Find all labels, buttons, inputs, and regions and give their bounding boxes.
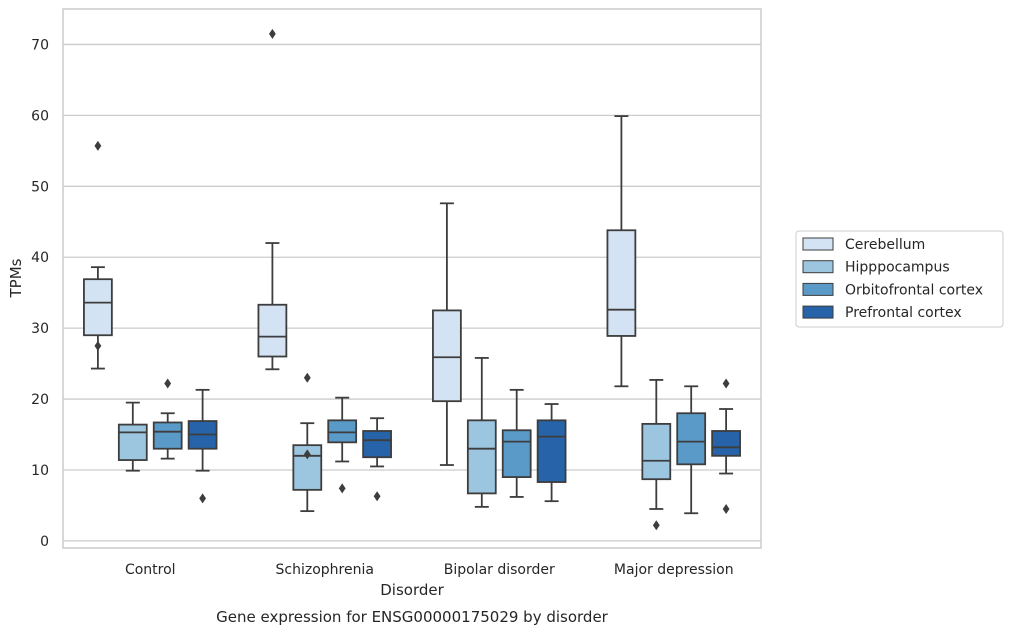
box-iqr — [257, 303, 288, 358]
box — [676, 385, 707, 515]
outlier-point — [652, 520, 660, 531]
box-iqr — [501, 429, 532, 478]
box — [327, 396, 358, 494]
y-tick-label: 30 — [31, 321, 49, 337]
outlier-point — [94, 340, 102, 351]
y-tick-labels: 0 10 20 30 40 50 60 70 — [31, 37, 49, 549]
x-tick-label: Major depression — [614, 562, 734, 578]
x-axis-label: Disorder — [380, 581, 444, 599]
box — [536, 403, 567, 503]
y-tick-label: 10 — [31, 463, 49, 479]
box-iqr — [83, 278, 113, 337]
legend-swatch — [802, 260, 834, 274]
outlier-point — [303, 372, 311, 383]
outlier-point — [199, 493, 206, 504]
outlier-point — [303, 449, 311, 460]
box — [152, 378, 183, 460]
box-iqr — [676, 412, 707, 466]
box — [83, 140, 113, 370]
box-series — [83, 28, 741, 531]
y-gridlines — [63, 43, 761, 542]
box — [641, 379, 672, 531]
box-iqr — [117, 423, 148, 461]
box — [432, 202, 462, 466]
box — [501, 388, 532, 498]
legend-label: Prefrontal cortex — [845, 305, 962, 321]
legend: Cerebellum Hipppocampus Orbitofrontal cort… — [795, 230, 1004, 328]
outlier-point — [164, 378, 172, 389]
outlier-point — [722, 378, 730, 389]
box-iqr — [362, 430, 392, 459]
outlier-point — [269, 28, 276, 39]
box-iqr — [327, 419, 358, 444]
box-iqr — [641, 422, 672, 481]
y-tick-label: 70 — [31, 37, 49, 53]
box-iqr — [711, 430, 741, 457]
legend-swatch — [802, 305, 834, 319]
box — [292, 372, 323, 513]
outlier-point — [94, 140, 102, 151]
box — [466, 357, 497, 508]
y-axis-label: TPMs — [7, 258, 25, 298]
box-iqr — [536, 419, 567, 483]
legend-label: Hipppocampus — [845, 260, 950, 276]
box — [606, 115, 637, 388]
outlier-point — [722, 503, 730, 514]
chart-caption: Gene expression for ENSG00000175029 by d… — [216, 608, 609, 626]
y-tick-label: 50 — [31, 179, 49, 195]
box-iqr — [152, 421, 183, 450]
x-tick-label: Bipolar disorder — [444, 562, 555, 578]
y-tick-label: 40 — [31, 250, 49, 266]
box-iqr — [606, 229, 637, 337]
box — [257, 28, 288, 371]
y-tick-label: 20 — [31, 392, 49, 408]
box — [117, 401, 148, 472]
legend-frame — [795, 230, 1004, 328]
outlier-point — [338, 483, 346, 494]
x-tick-label: Schizophrenia — [276, 562, 374, 578]
box — [187, 388, 218, 504]
box — [362, 417, 392, 502]
plot-frame — [62, 8, 762, 549]
y-tick-label: 60 — [31, 108, 49, 124]
legend-swatch — [802, 282, 834, 296]
x-tick-label: Control — [125, 562, 176, 578]
box-iqr — [432, 309, 462, 403]
legend-label: Cerebellum — [845, 237, 925, 253]
outlier-point — [373, 491, 381, 502]
box — [711, 378, 741, 514]
x-tick-labels: Control Schizophrenia Bipolar disorder Majo… — [125, 562, 734, 578]
legend-swatch — [802, 237, 834, 251]
y-tick-label: 0 — [40, 534, 49, 550]
box-iqr — [466, 419, 497, 495]
legend-label: Orbitofrontal cortex — [845, 282, 983, 298]
